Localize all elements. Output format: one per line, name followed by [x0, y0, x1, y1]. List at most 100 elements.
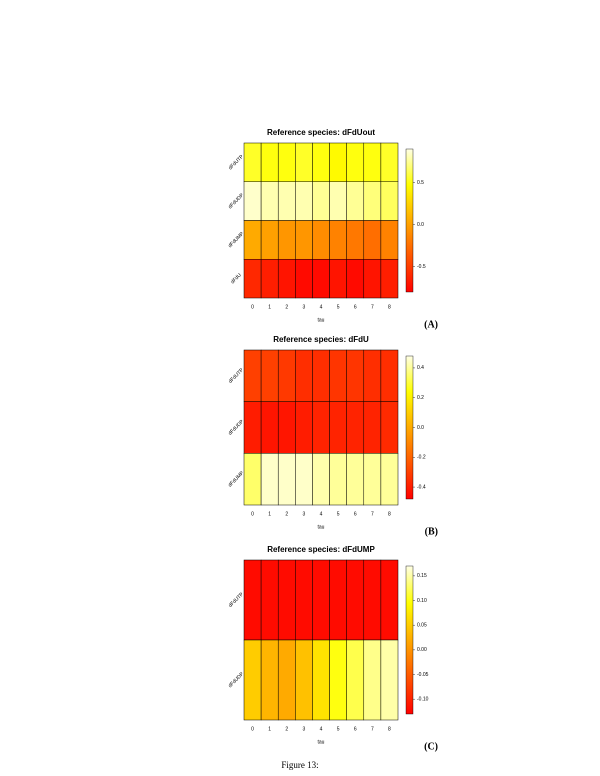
heatmap-cell — [346, 349, 365, 402]
heatmap-cell — [260, 142, 279, 182]
heatmap-cell — [277, 401, 296, 454]
heatmap-cell — [277, 453, 296, 506]
colorbar-tick-label: 0.0 — [417, 425, 424, 431]
colorbar-tick-label: -0.05 — [417, 672, 429, 678]
heatmap-cell — [329, 639, 347, 721]
heatmap-cell — [277, 349, 296, 402]
x-tick-label: 0 — [251, 304, 254, 310]
row-label: dFdUTP — [228, 153, 246, 171]
heatmap-cell — [243, 181, 262, 221]
x-tick-label: 4 — [320, 511, 323, 517]
x-axis-label: tau — [318, 317, 325, 323]
heatmap-cell — [380, 259, 399, 299]
colorbar-tick-label: 0.00 — [417, 647, 427, 653]
heatmap-cell — [295, 181, 313, 221]
x-tick-label: 3 — [302, 726, 305, 732]
colorbar — [405, 148, 414, 293]
x-axis-label: tau — [318, 739, 325, 745]
row-label: dFdUTP — [228, 591, 246, 609]
chart-title: Reference species: dFdU — [273, 335, 369, 344]
heatmap-cell — [363, 639, 382, 721]
heatmap-cell — [346, 220, 365, 260]
heatmap-cell — [243, 259, 262, 299]
x-tick-label: 0 — [251, 511, 254, 517]
heatmap-cell — [295, 401, 313, 454]
heatmap-cell — [312, 453, 330, 506]
heatmap-cell — [329, 559, 347, 641]
colorbar-tick-label: -0.4 — [417, 484, 426, 490]
x-tick-label: 3 — [302, 304, 305, 310]
row-label: dFdUMP — [227, 231, 246, 250]
x-tick-label: 8 — [388, 511, 391, 517]
heatmap-cell — [243, 142, 262, 182]
panel-label: (C) — [424, 741, 438, 752]
heatmap-cell — [260, 220, 279, 260]
x-axis-label: tau — [318, 524, 325, 530]
heatmap-cell — [329, 181, 347, 221]
x-tick-label: 6 — [354, 726, 357, 732]
heatmap-cell — [363, 349, 382, 402]
x-tick-label: 7 — [371, 304, 374, 310]
heatmap-cell — [260, 639, 279, 721]
heatmap-cell — [329, 453, 347, 506]
heatmap-cell — [277, 181, 296, 221]
x-tick-label: 2 — [285, 511, 288, 517]
heatmap-cell — [243, 559, 262, 641]
colorbar-tick-label: 0.10 — [417, 598, 427, 604]
x-tick-label: 6 — [354, 304, 357, 310]
row-label: dFdUTP — [228, 367, 246, 385]
figure-caption: Figure 13: — [281, 760, 318, 770]
panel-label: (B) — [425, 526, 438, 537]
heatmap-cell — [295, 453, 313, 506]
heatmap-cell — [277, 639, 296, 721]
colorbar-tick-label: 0.05 — [417, 623, 427, 629]
colorbar-tick-label: -0.10 — [417, 697, 429, 703]
heatmap-cell — [329, 349, 347, 402]
colorbar-tick-label: 0.2 — [417, 395, 424, 401]
heatmap-cell — [260, 259, 279, 299]
colorbar — [405, 355, 414, 500]
heatmap-cell — [363, 259, 382, 299]
heatmap-cell — [346, 142, 365, 182]
colorbar-tick-label: 0.15 — [417, 573, 427, 579]
x-tick-label: 8 — [388, 304, 391, 310]
heatmap-cell — [346, 559, 365, 641]
colorbar-tick-label: -0.5 — [417, 264, 426, 270]
heatmap-cell — [260, 401, 279, 454]
heatmap-cell — [295, 220, 313, 260]
heatmap-cell — [277, 220, 296, 260]
x-tick-label: 3 — [302, 511, 305, 517]
x-tick-label: 5 — [337, 726, 340, 732]
heatmap-cell — [329, 259, 347, 299]
x-tick-label: 1 — [268, 304, 271, 310]
heatmap-cell — [346, 401, 365, 454]
heatmap-cell — [243, 401, 262, 454]
heatmap-cell — [277, 559, 296, 641]
heatmap-cell — [260, 181, 279, 221]
row-label: dFdUDP — [227, 671, 245, 689]
heatmap-cell — [277, 142, 296, 182]
x-tick-label: 6 — [354, 511, 357, 517]
x-tick-label: 8 — [388, 726, 391, 732]
colorbar-tick-label: 0.0 — [417, 222, 424, 228]
colorbar-tick-label: 0.4 — [417, 365, 424, 371]
colorbar-tick-label: 0.5 — [417, 180, 424, 186]
x-tick-label: 4 — [320, 304, 323, 310]
heatmap-cell — [312, 349, 330, 402]
x-tick-label: 4 — [320, 726, 323, 732]
heatmap-cell — [363, 181, 382, 221]
heatmap-cell — [363, 220, 382, 260]
chart-title: Reference species: dFdUMP — [267, 545, 375, 554]
heatmap-cell — [329, 401, 347, 454]
heatmap-cell — [312, 220, 330, 260]
heatmap-cell — [243, 639, 262, 721]
heatmap-cell — [312, 639, 330, 721]
heatmap-cell — [380, 401, 399, 454]
x-tick-label: 1 — [268, 511, 271, 517]
heatmap-cell — [260, 559, 279, 641]
heatmap-cell — [380, 559, 399, 641]
chart-title: Reference species: dFdUout — [267, 128, 375, 137]
row-label: dFdUDP — [227, 418, 245, 436]
heatmap-cell — [295, 349, 313, 402]
panel-label: (A) — [424, 319, 438, 330]
